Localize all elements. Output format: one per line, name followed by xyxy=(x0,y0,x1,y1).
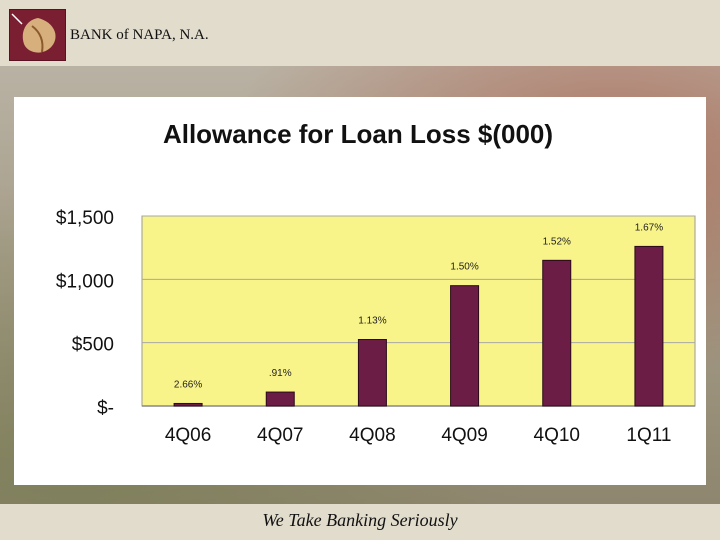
data-labels: 2.66% .91% 1.13% 1.50% 1.52% 1.67% xyxy=(174,222,663,390)
bar xyxy=(634,245,664,407)
x-tick-label: 4Q07 xyxy=(257,425,303,446)
y-tick-label: $1,000 xyxy=(56,271,114,292)
bank-name: BANK of NAPA, N.A. xyxy=(70,27,209,43)
x-axis-ticks: 4Q06 4Q07 4Q08 4Q09 4Q10 1Q11 xyxy=(165,425,672,446)
bar xyxy=(542,259,572,407)
y-tick-label: $- xyxy=(97,398,114,419)
data-label: 1.52% xyxy=(543,236,571,247)
bar xyxy=(265,391,295,407)
y-tick-label: $1,500 xyxy=(56,208,114,229)
x-tick-label: 4Q09 xyxy=(441,425,487,446)
bar xyxy=(173,402,203,407)
x-tick-label: 4Q08 xyxy=(349,425,395,446)
bank-logo-icon xyxy=(9,9,66,61)
data-label: 1.67% xyxy=(635,222,663,233)
bar xyxy=(357,339,387,407)
x-tick-label: 1Q11 xyxy=(626,425,671,446)
header-bar xyxy=(0,0,720,66)
x-tick-label: 4Q10 xyxy=(534,425,580,446)
y-axis-ticks: $- $500 $1,000 $1,500 xyxy=(56,208,114,419)
data-label: .91% xyxy=(269,368,292,379)
gridlines xyxy=(142,215,695,407)
y-tick-label: $500 xyxy=(72,335,114,356)
bar xyxy=(450,285,480,407)
bars xyxy=(173,245,664,407)
tagline: We Take Banking Seriously xyxy=(262,510,458,530)
plot-area xyxy=(141,215,696,407)
x-tick-label: 4Q06 xyxy=(165,425,211,446)
chart-title: Allowance for Loan Loss $(000) xyxy=(163,119,553,149)
data-label: 2.66% xyxy=(174,379,202,390)
data-label: 1.13% xyxy=(358,316,386,327)
footer-bar xyxy=(0,504,720,540)
data-label: 1.50% xyxy=(450,262,478,273)
